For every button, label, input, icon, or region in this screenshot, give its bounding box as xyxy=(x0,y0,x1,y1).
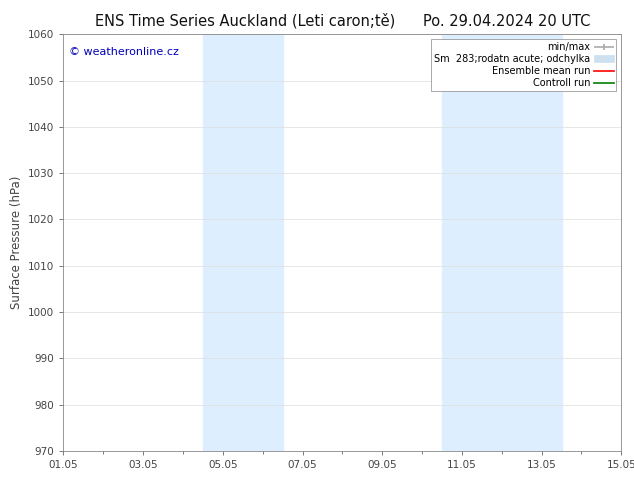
Legend: min/max, Sm  283;rodatn acute; odchylka, Ensemble mean run, Controll run: min/max, Sm 283;rodatn acute; odchylka, … xyxy=(431,39,616,91)
Text: © weatheronline.cz: © weatheronline.cz xyxy=(69,47,179,57)
Title: ENS Time Series Auckland (Leti caron;tě)      Po. 29.04.2024 20 UTC: ENS Time Series Auckland (Leti caron;tě)… xyxy=(94,13,590,29)
Bar xyxy=(203,34,283,451)
Y-axis label: Surface Pressure (hPa): Surface Pressure (hPa) xyxy=(10,176,23,309)
Bar xyxy=(442,34,562,451)
